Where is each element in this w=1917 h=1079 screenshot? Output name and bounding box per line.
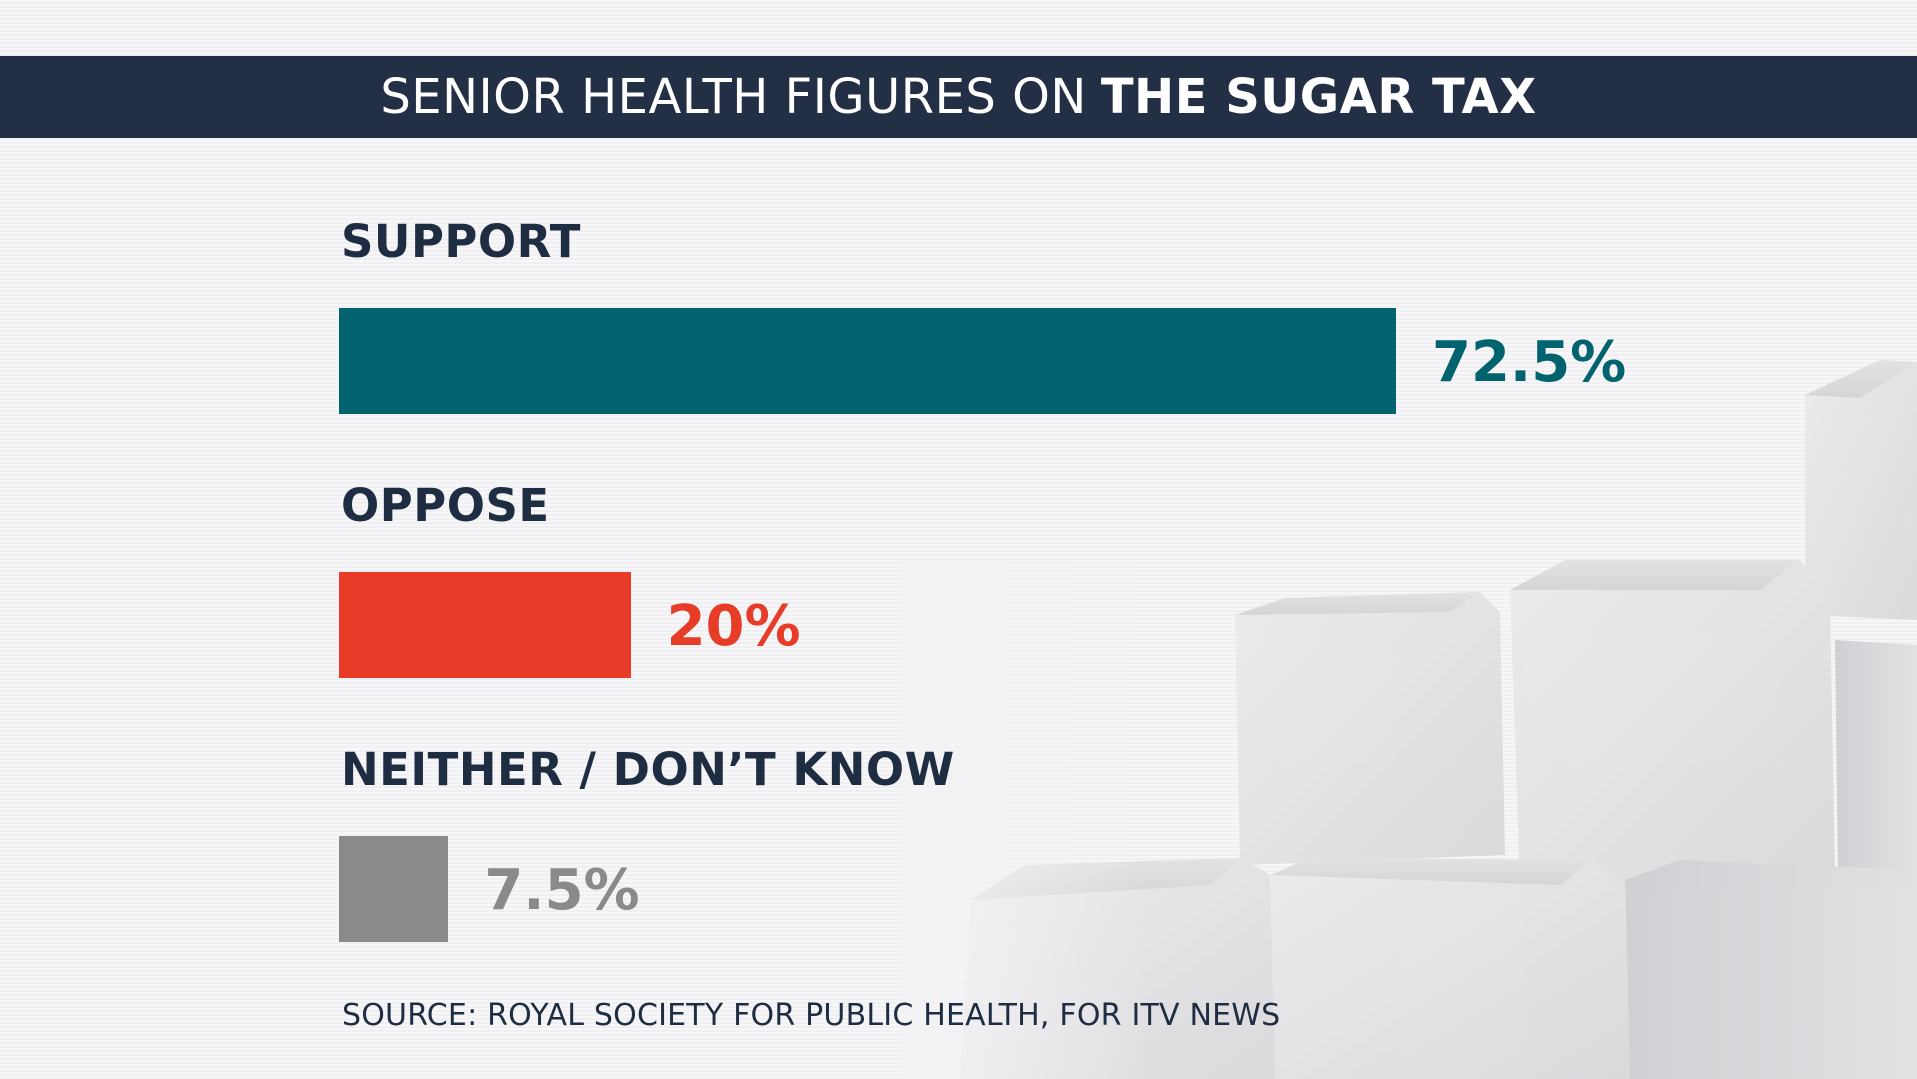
- title-banner: SENIOR HEALTH FIGURES ON THE SUGAR TAX: [0, 56, 1917, 138]
- value-label-neither: 7.5%: [484, 858, 640, 923]
- value-label-oppose: 20%: [666, 594, 801, 659]
- bar-support: [339, 308, 1396, 414]
- category-label-neither: NEITHER / DON’T KNOW: [341, 743, 955, 796]
- bar-neither: [339, 836, 449, 942]
- bar-oppose: [339, 572, 631, 678]
- value-label-support: 72.5%: [1432, 330, 1627, 395]
- title-bold: THE SUGAR TAX: [1100, 69, 1537, 125]
- category-label-oppose: OPPOSE: [341, 479, 550, 532]
- title-light: SENIOR HEALTH FIGURES ON: [380, 69, 1087, 125]
- category-label-support: SUPPORT: [341, 215, 581, 268]
- source-note: SOURCE: ROYAL SOCIETY FOR PUBLIC HEALTH,…: [342, 998, 1281, 1033]
